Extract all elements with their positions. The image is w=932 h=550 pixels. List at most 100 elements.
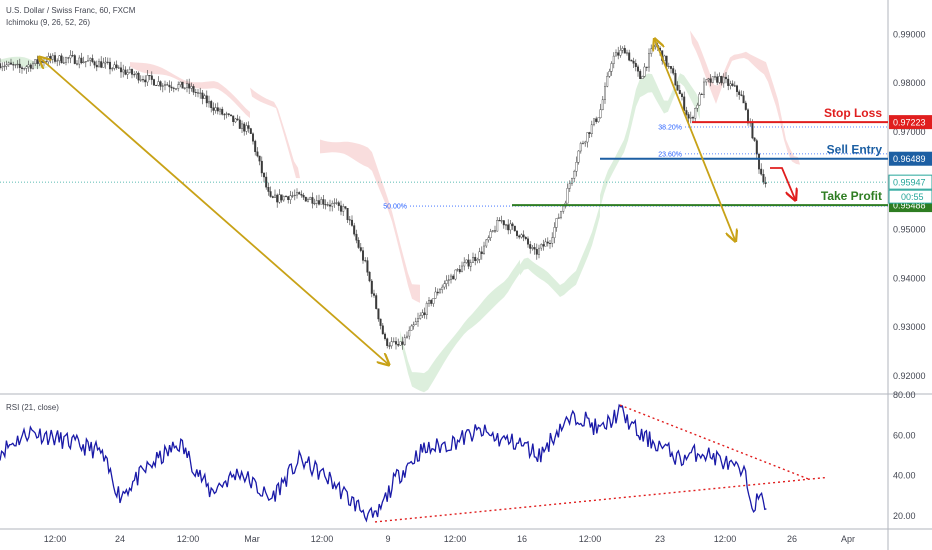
stop-loss-price-tag-label: 0.97223 bbox=[893, 118, 926, 128]
candle-body bbox=[606, 76, 609, 87]
candle-body bbox=[348, 219, 351, 221]
rsi-tick-label: 60.00 bbox=[893, 430, 916, 440]
candle-body bbox=[32, 63, 35, 69]
candle-body bbox=[113, 64, 116, 69]
candle-body bbox=[747, 109, 750, 124]
candle-body bbox=[111, 68, 114, 70]
candle-body bbox=[434, 291, 437, 299]
candle-body bbox=[513, 225, 516, 232]
candle-body bbox=[130, 69, 133, 75]
candle-body bbox=[199, 92, 202, 94]
time-tick-label: 16 bbox=[517, 534, 527, 544]
candle-body bbox=[544, 241, 547, 247]
candle-body bbox=[626, 52, 629, 54]
candle-body bbox=[529, 244, 532, 249]
candle-body bbox=[223, 114, 226, 116]
candle-body bbox=[419, 315, 422, 319]
candle-body bbox=[615, 52, 618, 57]
candle-body bbox=[212, 107, 215, 111]
candle-body bbox=[518, 235, 521, 238]
candle-body bbox=[282, 196, 285, 201]
candle-body bbox=[496, 219, 499, 232]
candle-body bbox=[599, 109, 602, 118]
candle-body bbox=[60, 55, 63, 63]
candle-body bbox=[146, 75, 149, 83]
candle-body bbox=[423, 312, 426, 316]
price-tick-label: 0.92000 bbox=[893, 371, 926, 381]
candle-body bbox=[12, 64, 15, 66]
candle-body bbox=[639, 71, 642, 80]
candle-body bbox=[623, 48, 626, 54]
candle-body bbox=[707, 78, 710, 80]
candle-body bbox=[287, 196, 290, 200]
candle-body bbox=[632, 60, 635, 64]
candle-body bbox=[386, 338, 389, 346]
candle-body bbox=[412, 324, 415, 327]
candle-body bbox=[641, 76, 644, 80]
candle-body bbox=[494, 230, 497, 232]
candle-body bbox=[738, 91, 741, 95]
cloud-segment bbox=[130, 62, 250, 119]
candle-body bbox=[144, 79, 147, 83]
candle-body bbox=[630, 59, 633, 62]
candle-body bbox=[428, 300, 431, 304]
candle-body bbox=[678, 90, 681, 95]
candle-body bbox=[155, 84, 158, 86]
candle-body bbox=[696, 104, 699, 109]
candle-body bbox=[681, 93, 684, 98]
candle-body bbox=[346, 207, 349, 220]
candle-body bbox=[38, 61, 41, 64]
candle-body bbox=[166, 84, 169, 86]
candle-body bbox=[82, 61, 85, 64]
candle-body bbox=[236, 118, 239, 121]
candle-body bbox=[205, 95, 208, 104]
candle-body bbox=[29, 64, 32, 69]
candle-body bbox=[727, 78, 730, 86]
candle-body bbox=[364, 260, 367, 262]
candle-body bbox=[135, 72, 138, 75]
candle-body bbox=[260, 160, 263, 174]
candle-body bbox=[7, 62, 10, 66]
candle-body bbox=[432, 298, 435, 304]
candle-body bbox=[758, 153, 761, 170]
candle-body bbox=[157, 81, 160, 86]
candle-body bbox=[674, 73, 677, 86]
candle-body bbox=[584, 141, 587, 144]
candle-body bbox=[54, 55, 57, 62]
candle-body bbox=[628, 52, 631, 61]
candle-body bbox=[192, 86, 195, 93]
candle-body bbox=[568, 183, 571, 189]
candle-body bbox=[703, 81, 706, 95]
candle-body bbox=[240, 123, 243, 129]
candle-body bbox=[100, 61, 103, 68]
candle-body bbox=[296, 192, 299, 196]
candle-body bbox=[366, 260, 369, 273]
candle-body bbox=[397, 344, 400, 346]
candle-body bbox=[595, 118, 598, 122]
time-tick-label: 12:00 bbox=[579, 534, 602, 544]
time-tick-label: 12:00 bbox=[44, 534, 67, 544]
take-profit-price-tag-label: 0.95488 bbox=[893, 201, 926, 211]
candle-body bbox=[359, 247, 362, 251]
candle-body bbox=[141, 79, 144, 81]
rsi-tick-label: 40.00 bbox=[893, 471, 916, 481]
candle-body bbox=[318, 200, 321, 205]
candle-body bbox=[604, 86, 607, 100]
cloud-segment bbox=[600, 73, 700, 209]
candle-body bbox=[557, 217, 560, 219]
candle-body bbox=[500, 220, 503, 222]
candle-body bbox=[645, 66, 648, 68]
candle-body bbox=[698, 93, 701, 106]
candle-body bbox=[227, 113, 230, 115]
candle-body bbox=[390, 341, 393, 347]
candle-body bbox=[731, 83, 734, 86]
candle-body bbox=[106, 61, 109, 63]
candle-body bbox=[643, 66, 646, 77]
candle-body bbox=[478, 251, 481, 260]
candle-body bbox=[430, 300, 433, 304]
candle-body bbox=[373, 293, 376, 296]
candle-body bbox=[650, 48, 653, 54]
candle-body bbox=[21, 67, 24, 69]
candle-body bbox=[280, 194, 283, 201]
